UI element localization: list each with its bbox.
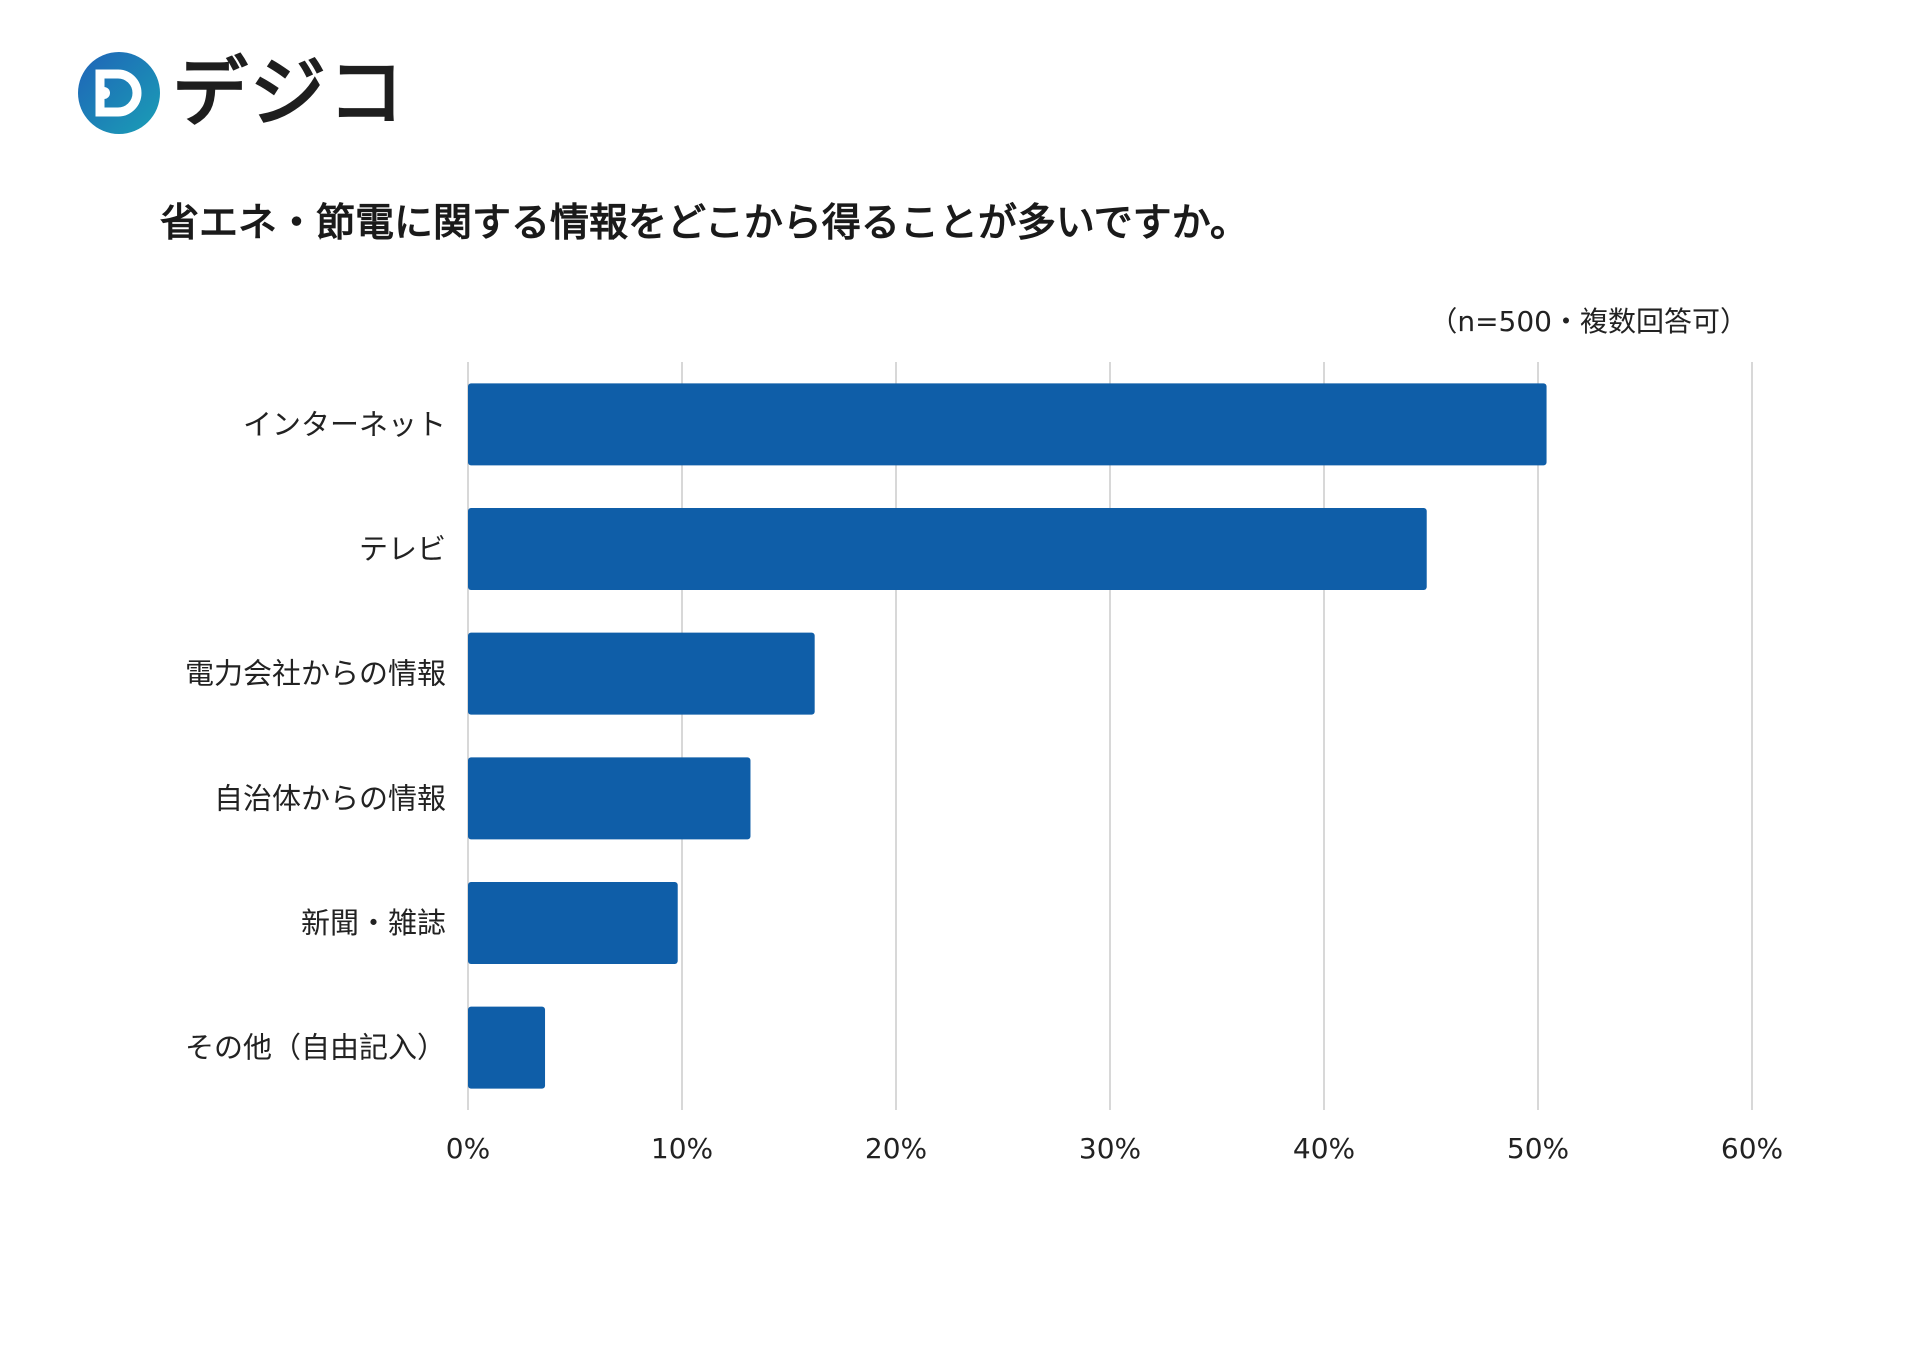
brand-name: デジコ <box>172 48 406 137</box>
bar <box>468 632 815 715</box>
bar <box>468 383 1547 466</box>
category-label: 電力会社からの情報 <box>185 657 446 691</box>
x-tick-label: 20% <box>865 1132 927 1165</box>
x-tick-label: 0% <box>446 1132 490 1165</box>
x-tick-label: 10% <box>651 1132 713 1165</box>
x-tick-label: 50% <box>1507 1132 1569 1165</box>
x-tick-label: 60% <box>1721 1132 1783 1165</box>
x-tick-label: 40% <box>1293 1132 1355 1165</box>
bar <box>468 882 678 964</box>
category-label: テレビ <box>359 532 446 566</box>
category-label: インターネット <box>243 407 446 441</box>
x-tick-label: 30% <box>1079 1132 1141 1165</box>
sample-note: （n=500・複数回答可） <box>1429 305 1748 338</box>
logo-mark-icon <box>78 52 160 134</box>
chart-title: 省エネ・節電に関する情報をどこから得ることが多いですか。 <box>160 201 1249 246</box>
bar <box>468 757 751 840</box>
category-label: 自治体からの情報 <box>214 781 446 815</box>
bar <box>468 508 1427 590</box>
category-label: 新聞・雑誌 <box>301 906 446 940</box>
category-label: その他（自由記入） <box>185 1031 446 1065</box>
brand-logo: デジコ <box>78 52 406 134</box>
bar <box>468 1006 546 1089</box>
